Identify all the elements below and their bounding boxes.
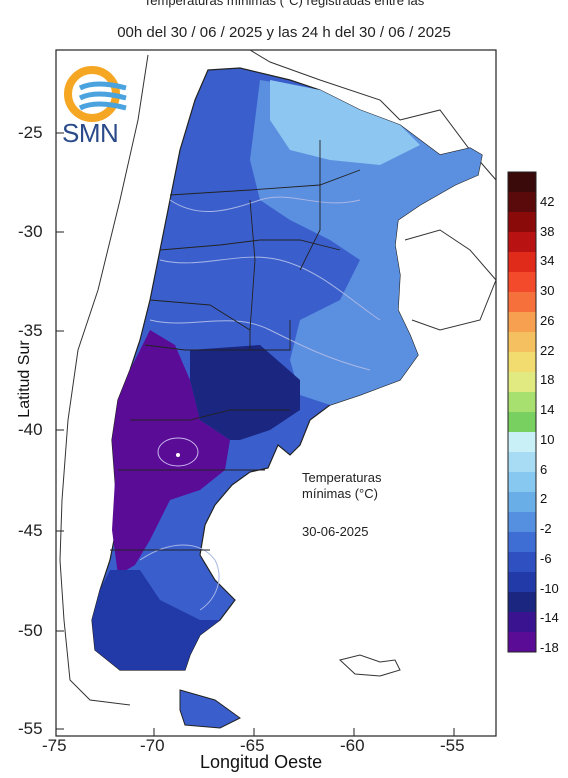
- colorbar-label: -10: [540, 580, 559, 596]
- colorbar-swatch: [508, 512, 536, 533]
- isotherm-contour: [157, 437, 199, 467]
- province-border: [130, 409, 290, 421]
- colorbar-swatch: [508, 372, 536, 393]
- smn-logo-text: SMN: [62, 118, 119, 148]
- x-tick-label: -60: [340, 736, 365, 755]
- colorbar-swatch: [508, 332, 536, 353]
- colorbar-swatch: [508, 572, 536, 593]
- colorbar-swatch: [508, 232, 536, 253]
- cold-south-zone: [92, 570, 220, 670]
- chile-coast-outline: [59, 54, 149, 706]
- colorbar-swatch: [508, 452, 536, 473]
- y-tick-label: -30: [18, 222, 43, 241]
- colorbar-label: -18: [540, 640, 559, 655]
- colorbar-swatch: [508, 532, 536, 553]
- colorbar-swatch: [508, 292, 536, 313]
- annotation-date: 30-06-2025: [302, 524, 369, 539]
- y-tick-label: -55: [18, 719, 43, 738]
- x-tick-label: -55: [440, 736, 465, 755]
- isotherm-contour: [139, 544, 220, 611]
- colorbar-swatch: [508, 212, 536, 233]
- colorbar-swatch: [508, 272, 536, 293]
- temperature-colorbar: [507, 171, 537, 653]
- colorbar-label: 14: [540, 402, 555, 418]
- colorbar-swatch: [508, 612, 536, 633]
- province-border: [299, 140, 321, 271]
- colorbar-swatch: [508, 412, 536, 433]
- brazil-border-outline: [399, 109, 497, 181]
- province-border: [144, 320, 291, 351]
- colorbar-label: 38: [540, 223, 555, 239]
- colorbar-label: 26: [540, 312, 555, 328]
- colorbar-label: 22: [540, 342, 555, 358]
- y-tick-label: -50: [18, 621, 43, 640]
- bolivia-border-outline: [249, 49, 401, 121]
- colorbar-label: 18: [540, 372, 555, 388]
- uruguay-outline: [404, 229, 497, 331]
- colorbar-swatch: [508, 472, 536, 493]
- colorbar-swatch: [508, 352, 536, 373]
- x-axis-ticks: [55, 728, 455, 736]
- colorbar-label: 30: [540, 283, 555, 299]
- y-tick-label: -45: [18, 521, 43, 540]
- x-tick-label: -65: [240, 736, 265, 755]
- warmest-north-zone: [270, 80, 420, 165]
- colorbar-label: 6: [540, 461, 548, 477]
- y-tick-label: -35: [18, 321, 43, 340]
- colorbar-swatch: [508, 632, 536, 653]
- annotation-title-line2: mínimas (°C): [302, 486, 378, 501]
- province-border: [169, 169, 361, 196]
- colorbar-label: 42: [540, 194, 555, 209]
- colorbar-swatch: [508, 392, 536, 413]
- coldest-point-marker: [176, 453, 180, 457]
- map-title-line1: Temperaturas mínimas (°C) registradas en…: [143, 0, 425, 8]
- colorbar-swatch: [508, 312, 536, 333]
- colorbar-swatch: [508, 592, 536, 613]
- colorbar-swatch: [508, 172, 536, 193]
- colorbar-swatch: [508, 192, 536, 213]
- annotation-title-line1: Temperaturas: [302, 470, 382, 485]
- colorbar-label: 34: [540, 253, 555, 269]
- province-border: [249, 199, 256, 331]
- colorbar-frame: [507, 171, 537, 653]
- map-title-line2: 00h del 30 / 06 / 2025 y las 24 h del 30…: [117, 24, 451, 41]
- y-tick-label: -25: [18, 123, 43, 142]
- colorbar-label: -14: [540, 610, 559, 626]
- isotherm-contour: [149, 319, 371, 371]
- colorbar-swatch: [508, 552, 536, 573]
- province-border: [149, 299, 251, 350]
- falklands-outline: [338, 654, 401, 677]
- isotherm-contour: [169, 196, 361, 213]
- y-axis-ticks: [56, 132, 64, 730]
- colorbar-swatch: [508, 252, 536, 273]
- y-tick-label: -40: [18, 420, 43, 439]
- tierra-del-fuego: [179, 689, 241, 729]
- isotherm-contour: [159, 256, 381, 321]
- cold-central-zone: [190, 345, 300, 440]
- colorbar-label: 2: [540, 491, 548, 507]
- colorbar-label: 10: [540, 431, 555, 447]
- smn-sun-waves-icon: [64, 66, 127, 122]
- colorbar-swatch: [508, 432, 536, 453]
- colorbar-label: -6: [540, 550, 552, 566]
- cold-patagonia-zone: [112, 330, 230, 575]
- x-tick-label: -70: [140, 736, 165, 755]
- colorbar-label: -2: [540, 521, 552, 537]
- warm-north-east-zone: [250, 80, 482, 405]
- colorbar-swatch: [508, 492, 536, 513]
- x-axis-title: Longitud Oeste: [200, 752, 323, 772]
- x-tick-label: -75: [42, 736, 67, 755]
